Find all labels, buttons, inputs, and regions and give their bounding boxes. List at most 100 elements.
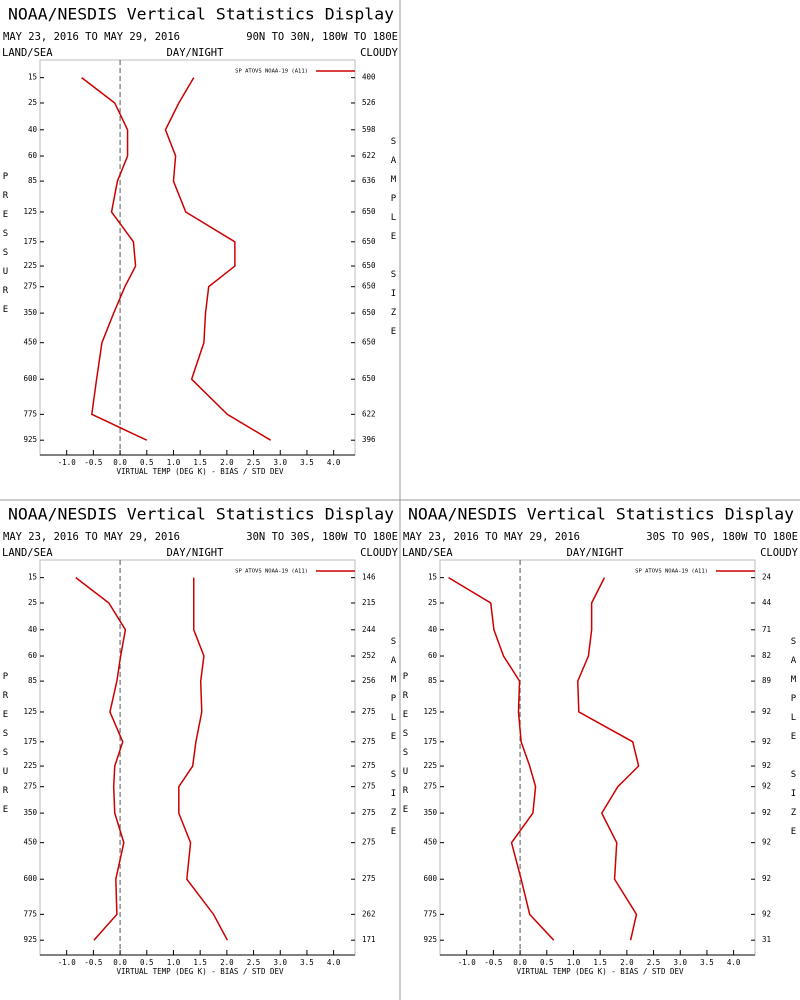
y-tick-label: 225: [423, 761, 437, 770]
profile-line: [75, 577, 127, 941]
plot-frame: [39, 59, 356, 456]
x-axis-label: VIRTUAL TEMP (DEG K) - BIAS / STD DEV: [116, 467, 284, 476]
y-tick-label: 40: [28, 125, 38, 134]
sample-size-label: 146: [362, 573, 376, 582]
y-tick-label: 125: [23, 207, 37, 216]
y-tick-label: 225: [23, 761, 37, 770]
title: NOAA/NESDIS Vertical Statistics Display: [8, 5, 394, 24]
sample-size-label: 244: [362, 625, 376, 634]
legend-label: SP ATOVS NOAA-19 (A11): [235, 569, 308, 575]
sample-size-label: 526: [362, 98, 376, 107]
y-tick-label: 775: [423, 909, 437, 918]
sample-size-label: 275: [362, 808, 376, 817]
sample-size-label: 92: [762, 761, 771, 770]
sample-size-label: 256: [362, 676, 376, 685]
region: 30N TO 30S, 180W TO 180E: [246, 531, 398, 543]
y-tick-label: 600: [23, 874, 37, 883]
y-tick-label: 600: [23, 374, 37, 383]
x-tick-label: 2.0: [620, 958, 634, 967]
sample-size-label: 400: [362, 73, 376, 82]
x-tick-label: 1.5: [193, 458, 207, 467]
panel: NOAA/NESDIS Vertical Statistics Display M…: [1, 5, 399, 477]
sample-size-label: 82: [762, 651, 771, 660]
x-tick-label: 3.5: [300, 458, 314, 467]
sample-size-label: 31: [762, 935, 771, 944]
x-tick-label: 0.5: [540, 958, 554, 967]
x-tick-label: 2.5: [247, 458, 261, 467]
x-axis-label: VIRTUAL TEMP (DEG K) - BIAS / STD DEV: [516, 967, 684, 976]
x-tick-label: 0.5: [140, 458, 154, 467]
y-tick-label: 600: [423, 874, 437, 883]
sample-size-label: 252: [362, 651, 376, 660]
y-tick-label: 175: [23, 737, 37, 746]
plot-frame: [439, 559, 756, 956]
y2-axis-label: SAMPLE SIZE: [789, 637, 799, 846]
y-tick-label: 275: [23, 782, 37, 791]
x-tick-label: -1.0: [58, 958, 77, 967]
y-tick-label: 925: [423, 935, 437, 944]
y-tick-label: 350: [23, 308, 37, 317]
x-tick-label: -0.5: [84, 458, 102, 467]
sample-size-label: 275: [362, 737, 376, 746]
sample-size-label: 92: [762, 737, 771, 746]
sample-size-label: 24: [762, 573, 772, 582]
x-axis-label: VIRTUAL TEMP (DEG K) - BIAS / STD DEV: [116, 967, 284, 976]
profile-line: [178, 577, 229, 941]
y-tick-label: 85: [28, 176, 37, 185]
x-tick-label: 0.0: [513, 958, 527, 967]
y-axis-label: PRESSURE: [401, 672, 411, 824]
sample-size-label: 44: [762, 598, 772, 607]
x-tick-label: 3.0: [673, 958, 687, 967]
x-tick-label: 3.0: [273, 458, 287, 467]
profile-line: [81, 77, 148, 441]
sample-size-label: 396: [362, 435, 376, 444]
header-label: DAY/NIGHT: [167, 547, 225, 559]
header-label: LAND/SEA: [2, 547, 53, 559]
date-range: MAY 23, 2016 TO MAY 29, 2016: [403, 531, 580, 543]
sample-size-label: 650: [362, 261, 376, 270]
sample-size-label: 71: [762, 625, 771, 634]
sample-size-label: 622: [362, 151, 376, 160]
y-tick-label: 775: [23, 409, 37, 418]
profile-line: [448, 576, 555, 941]
y-tick-label: 175: [23, 237, 37, 246]
y-tick-label: 15: [428, 573, 437, 582]
sample-size-label: 650: [362, 308, 376, 317]
y-axis-label: PRESSURE: [1, 672, 11, 824]
x-tick-label: 1.5: [193, 958, 207, 967]
y-tick-label: 175: [423, 737, 437, 746]
y-tick-label: 450: [23, 838, 37, 847]
y-tick-label: 125: [423, 707, 437, 716]
y2-axis-label: SAMPLE SIZE: [389, 637, 399, 846]
sample-size-label: 171: [362, 935, 376, 944]
title: NOAA/NESDIS Vertical Statistics Display: [8, 505, 394, 524]
y-tick-label: 60: [28, 151, 38, 160]
y-tick-label: 25: [28, 598, 37, 607]
x-tick-label: 1.5: [593, 958, 607, 967]
x-tick-label: 0.0: [113, 458, 127, 467]
x-tick-label: -0.5: [84, 958, 102, 967]
y-tick-label: 450: [423, 838, 437, 847]
sample-size-label: 650: [362, 282, 376, 291]
y-tick-label: 925: [23, 935, 37, 944]
y-tick-label: 25: [428, 598, 437, 607]
y-tick-label: 25: [28, 98, 37, 107]
y-tick-label: 40: [428, 625, 438, 634]
x-tick-label: -1.0: [58, 458, 77, 467]
x-tick-label: -0.5: [484, 958, 502, 967]
sample-size-label: 636: [362, 176, 376, 185]
legend-label: SP ATOVS NOAA-19 (A11): [635, 569, 708, 575]
y-tick-label: 225: [23, 261, 37, 270]
profile-line: [576, 577, 640, 941]
x-tick-label: 1.0: [167, 958, 181, 967]
header-label: DAY/NIGHT: [567, 547, 625, 559]
y-tick-label: 125: [23, 707, 37, 716]
y-tick-label: 85: [428, 676, 437, 685]
sample-size-label: 275: [362, 761, 376, 770]
panel: NOAA/NESDIS Vertical Statistics Display M…: [401, 505, 799, 977]
sample-size-label: 650: [362, 338, 376, 347]
x-tick-label: 1.0: [567, 958, 581, 967]
profile-line: [164, 77, 272, 441]
sample-size-label: 92: [762, 808, 771, 817]
